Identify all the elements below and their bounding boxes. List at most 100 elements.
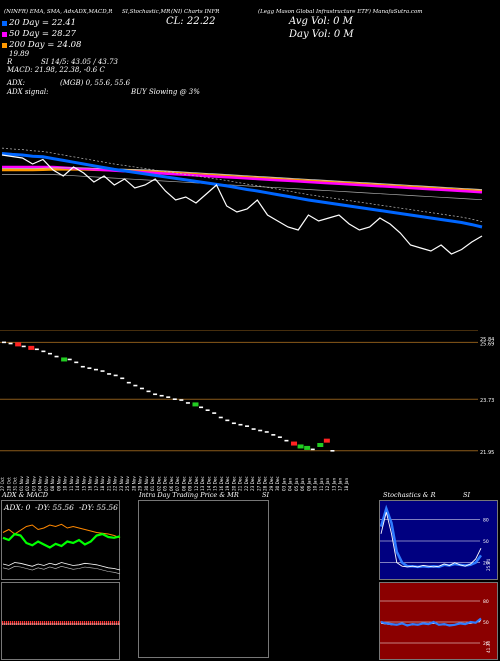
date-tick: 09 Dec — [188, 476, 193, 491]
date-tick: 03 Jan — [281, 478, 286, 491]
macd-bar — [110, 621, 112, 625]
macd-bar — [16, 621, 18, 625]
sma200-swatch — [2, 43, 7, 48]
rsi-panel: 80 50 20 41.35 — [379, 582, 498, 660]
day-volume: Day Vol: 0 M — [289, 29, 354, 40]
date-tick: 14 Nov — [75, 476, 80, 491]
adx-panel-title: ADX & MACD — [2, 491, 48, 499]
macd-bar — [82, 621, 84, 625]
macd-bar — [4, 621, 6, 625]
date-tick: 02 Dec — [156, 476, 161, 491]
macd-bar — [48, 621, 50, 625]
macd-bar — [28, 621, 30, 625]
rsi-line — [380, 617, 482, 627]
macd-bar — [36, 621, 38, 625]
macd-bar — [90, 621, 92, 625]
date-tick: 16 Nov — [88, 476, 93, 491]
header-company: (Legg Mason Global Infrastructure ETF) M… — [258, 9, 423, 15]
level-mark — [28, 345, 35, 350]
rsi-value: 19.89 — [9, 50, 30, 58]
rsi-value: 41.35 — [486, 641, 491, 653]
ema-line — [1, 152, 483, 229]
stoch-tick: 20 — [483, 561, 489, 567]
date-tick: 29 Nov — [138, 476, 143, 491]
level-mark — [100, 370, 105, 372]
level-mark — [146, 390, 151, 393]
level-mark — [54, 355, 59, 358]
sma50-legend: 50 Day = 28.27 — [9, 29, 77, 39]
level-mark — [212, 412, 217, 414]
level-mark — [107, 373, 112, 375]
level-mark — [2, 341, 6, 344]
adx-line — [2, 562, 121, 571]
macd-bar — [10, 621, 12, 625]
level-tick-first: 25.84 — [480, 337, 494, 343]
mr-panel-si: SI — [262, 491, 270, 499]
macd-bar — [56, 621, 58, 625]
macd-bar — [38, 621, 40, 625]
macd-bar — [76, 621, 78, 625]
adx-plot — [2, 523, 121, 575]
macd-bar — [104, 621, 106, 625]
level-mark — [120, 377, 125, 380]
macd-bar — [92, 621, 94, 625]
date-tick: 03 Nov — [31, 476, 36, 491]
macd-bar — [80, 621, 82, 625]
rsi-tick: 20 — [483, 641, 489, 647]
date-tick: 27 Oct — [0, 477, 5, 491]
adx-line-values: (MGB) 0, 55.6, 55.6 — [60, 79, 131, 87]
date-tick: 11 Jan — [319, 478, 324, 491]
date-tick: 09 Nov — [56, 476, 61, 491]
macd-bar — [84, 621, 86, 625]
level-mark — [67, 358, 72, 361]
date-tick: 08 Dec — [181, 476, 186, 491]
date-tick: 17 Jan — [338, 478, 343, 491]
macd-bar — [40, 621, 42, 625]
level-mark — [277, 436, 282, 438]
level-mark — [304, 445, 311, 450]
stoch-value: 25.84 — [486, 559, 491, 571]
date-tick: 13 Dec — [200, 476, 205, 491]
level-mark — [238, 423, 243, 426]
level-mark — [159, 394, 164, 397]
macd-bar — [94, 621, 96, 625]
macd-bar — [54, 621, 56, 625]
minus-di-line — [2, 523, 121, 539]
level-tick: 25.69 — [480, 341, 494, 347]
macd-bar — [34, 621, 36, 625]
ema-shadow-line — [1, 147, 483, 222]
level-mark — [264, 431, 269, 433]
date-tick: 07 Nov — [44, 476, 49, 491]
date-tick: 28 Oct — [6, 477, 11, 491]
macd-bar — [44, 621, 46, 625]
level-mark — [153, 393, 158, 396]
date-tick: 04 Jan — [288, 478, 293, 491]
macd-bar — [100, 621, 102, 625]
macd-bar — [18, 621, 20, 625]
adx-legend-adx: ADX: 0 — [4, 503, 31, 512]
macd-bar — [12, 621, 14, 625]
date-tick: 17 Nov — [94, 476, 99, 491]
macd-bar — [6, 621, 8, 625]
macd-bar — [46, 621, 48, 625]
stoch-k-line — [380, 512, 482, 568]
level-mark — [245, 425, 250, 427]
date-tick: 25 Nov — [125, 476, 130, 491]
level-mark — [297, 444, 304, 449]
level-mark — [258, 429, 263, 432]
date-tick: 28 Nov — [131, 476, 136, 491]
sma200-legend: 200 Day = 24.08 — [9, 40, 82, 50]
date-tick: 20 Dec — [231, 476, 236, 491]
macd-bar — [50, 621, 52, 625]
date-tick: 12 Jan — [325, 478, 330, 491]
macd-bar — [114, 621, 116, 625]
level-mark — [15, 342, 22, 347]
mid-band-line — [2, 174, 483, 201]
date-tick: 10 Jan — [313, 478, 318, 491]
macd-bar — [64, 621, 66, 625]
level-mark — [310, 448, 315, 451]
date-tick: 06 Jan — [300, 478, 305, 491]
macd-bar — [24, 621, 26, 625]
macd-bar — [32, 621, 34, 625]
